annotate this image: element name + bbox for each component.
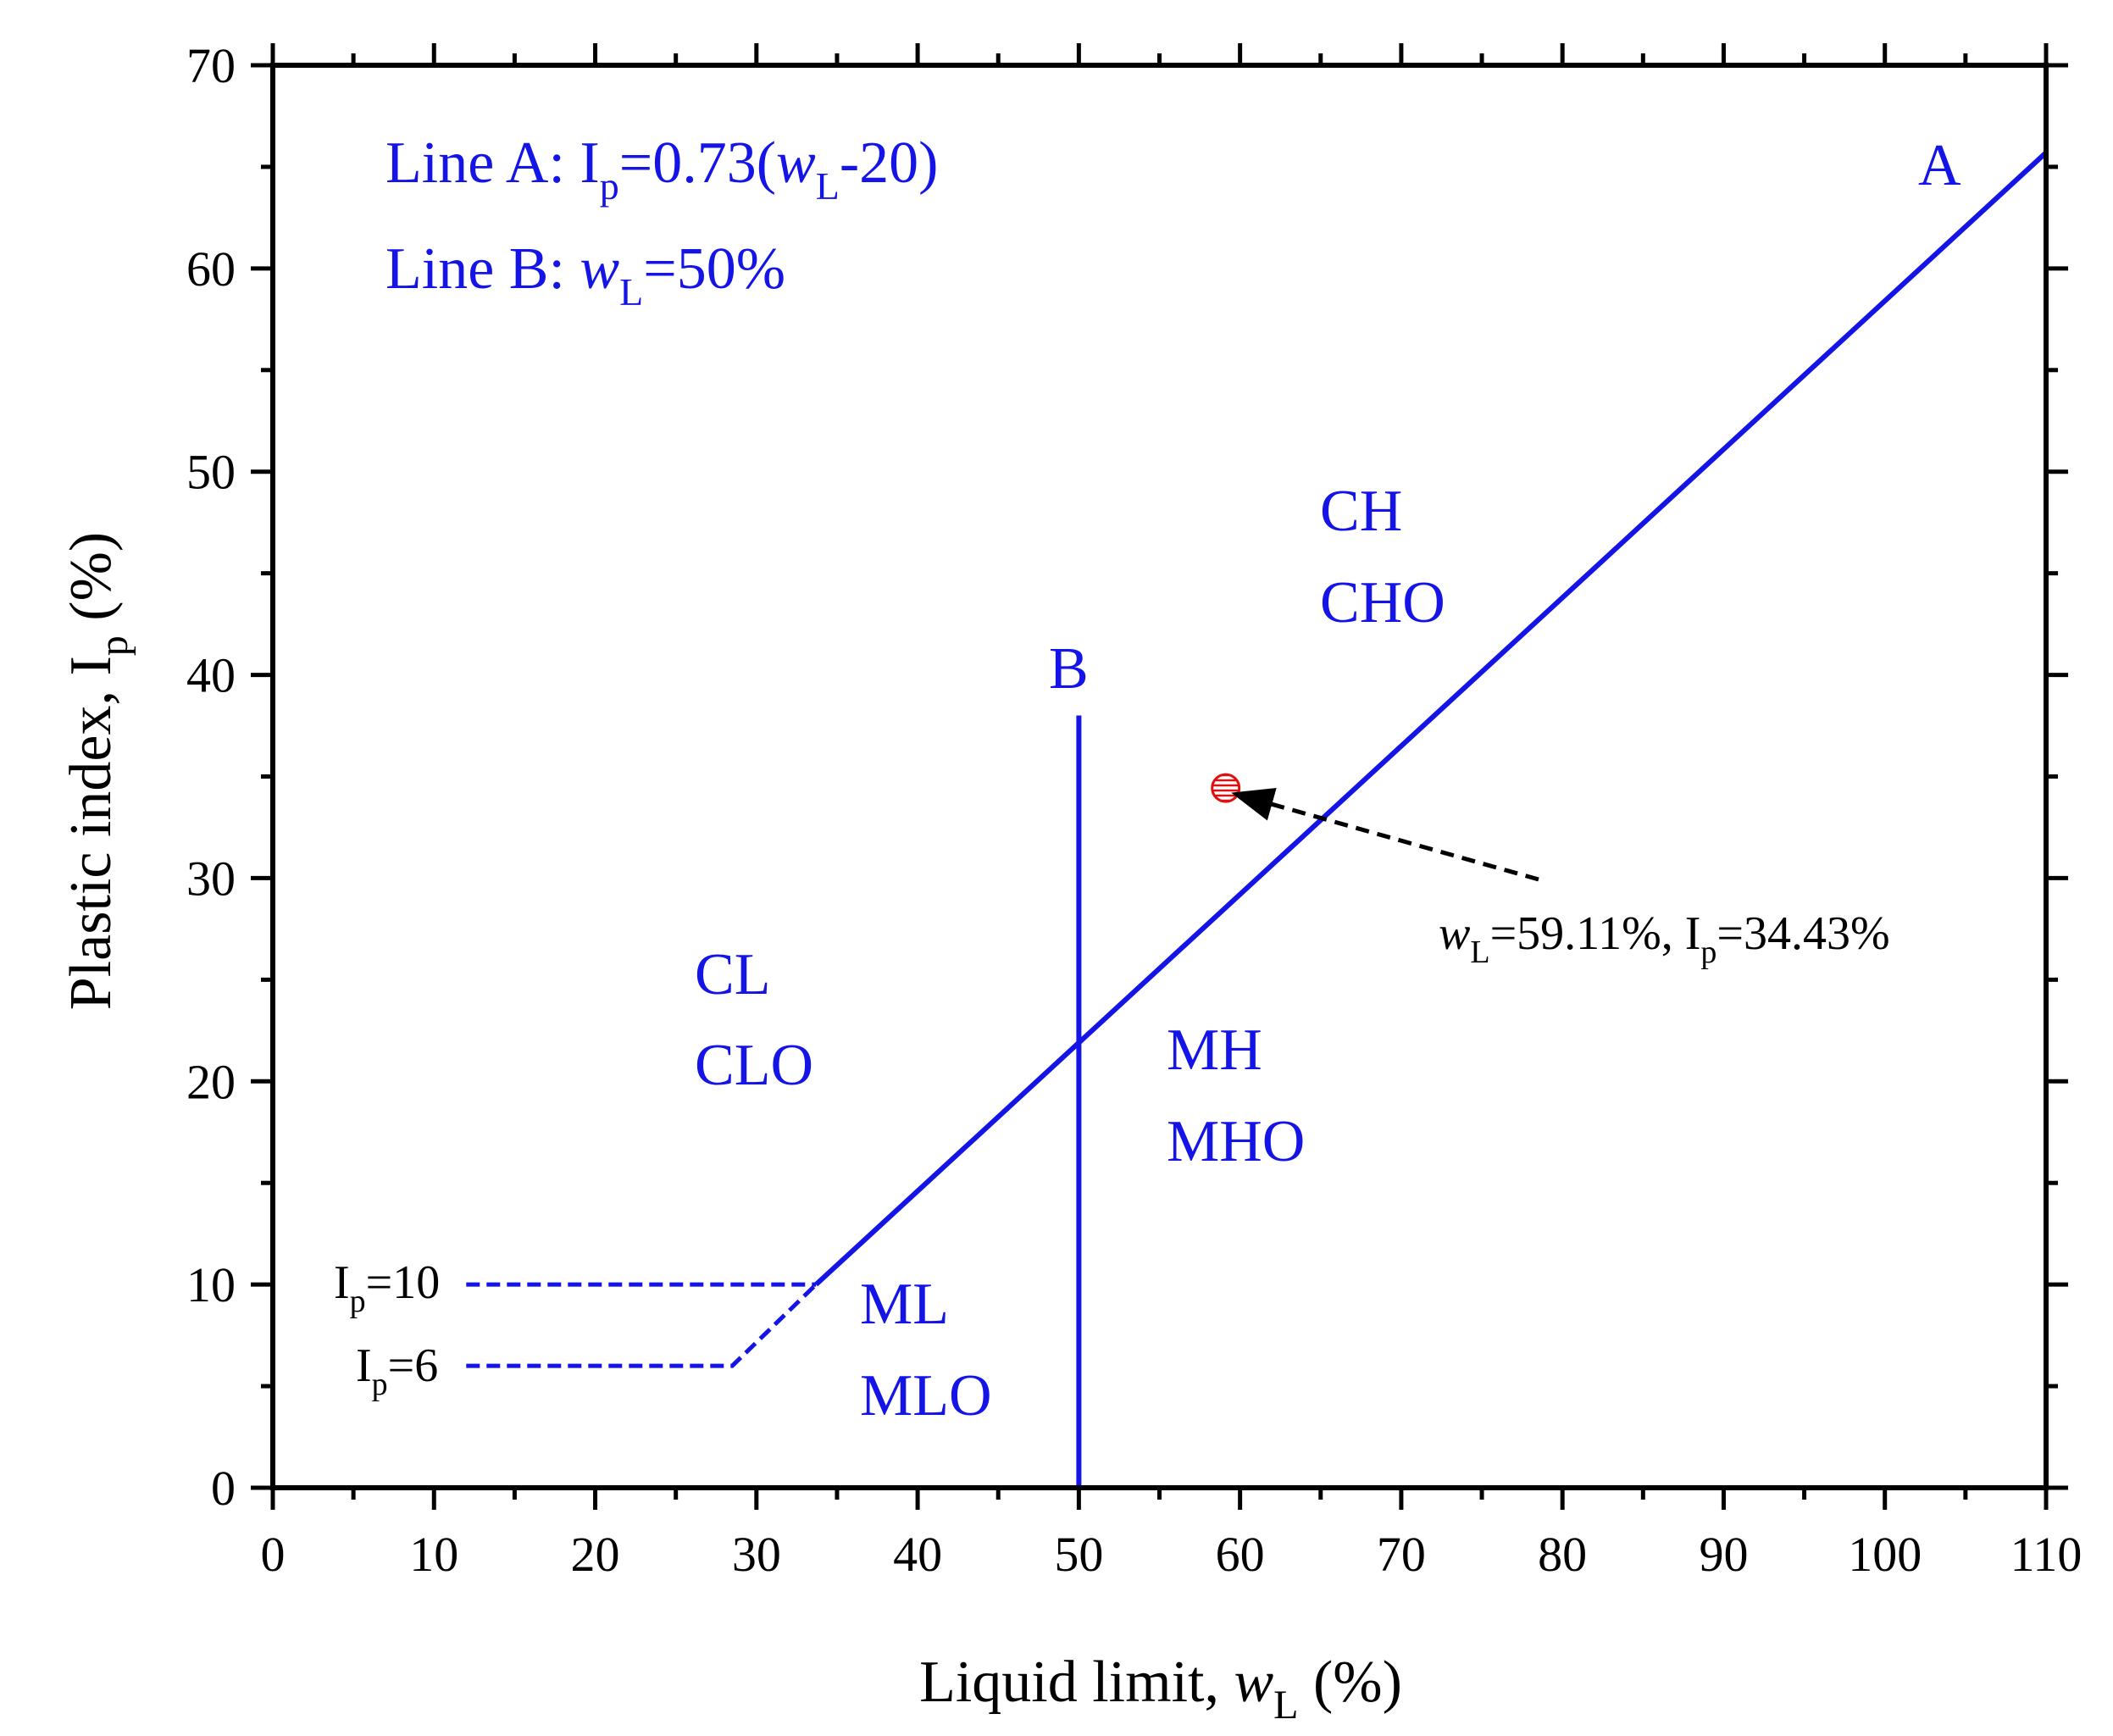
x-tick-label: 20 — [571, 1527, 620, 1582]
data-point — [1211, 773, 1241, 803]
zone-label-ch: CH — [1320, 479, 1402, 544]
x-axis-title: Liquid limit, wL (%) — [919, 1650, 1402, 1728]
x-tick-label: 70 — [1377, 1527, 1426, 1582]
zone-label-mh: MH — [1167, 1018, 1262, 1083]
y-tick-label: 70 — [186, 38, 236, 93]
x-tick-label: 80 — [1538, 1527, 1587, 1582]
axis-tick-labels: 0 10 20 30 40 50 60 70 80 90 100 110 0 10 20 30 40 50 60 70 — [186, 38, 2082, 1582]
series-line-0 — [814, 150, 2049, 1287]
zone-label-cl: CL — [695, 942, 770, 1007]
x-tick-label: 50 — [1054, 1527, 1103, 1582]
x-tick-label: 100 — [1848, 1527, 1922, 1582]
y-tick-label: 20 — [186, 1054, 236, 1109]
plot-frame — [270, 63, 2049, 1490]
x-tick-label: 30 — [732, 1527, 781, 1582]
y-axis-title: Plastic index, Ip (%) — [58, 532, 136, 1010]
zone-label-ml: ML — [860, 1272, 949, 1337]
y-tick-label: 40 — [186, 648, 236, 703]
ip6-label: Ip=6 — [356, 1339, 438, 1402]
zone-label-cho: CHO — [1320, 570, 1445, 635]
y-tick-label: 30 — [186, 851, 236, 906]
x-tick-label: 90 — [1699, 1527, 1748, 1582]
x-tick-label: 60 — [1216, 1527, 1265, 1582]
y-tick-label: 0 — [211, 1461, 236, 1516]
line-a-equation: Line A: Ip=0.73(wL-20) — [385, 130, 938, 208]
chart-points — [1211, 773, 1241, 803]
zone-label-mho: MHO — [1167, 1109, 1305, 1174]
point-annotation: wL=59.11%, Ip=34.43% — [1439, 907, 1890, 970]
y-tick-label: 50 — [186, 445, 236, 500]
y-tick-label: 60 — [186, 241, 236, 297]
zone-label-clo: CLO — [695, 1033, 813, 1098]
annotation-arrow — [1231, 787, 1539, 882]
line-a-label: A — [1918, 133, 1961, 198]
x-tick-label: 40 — [893, 1527, 942, 1582]
x-tick-label: 0 — [261, 1527, 286, 1582]
x-tick-label: 10 — [409, 1527, 458, 1582]
y-tick-label: 10 — [186, 1257, 236, 1312]
x-tick-label: 110 — [2010, 1527, 2082, 1582]
chart-series — [466, 150, 2049, 1488]
zone-label-mlo: MLO — [860, 1363, 992, 1428]
line-b-label: B — [1049, 636, 1089, 702]
ip10-label: Ip=10 — [334, 1256, 440, 1319]
line-b-equation: Line B: wL=50% — [385, 236, 785, 313]
series-line-3 — [466, 1283, 818, 1368]
